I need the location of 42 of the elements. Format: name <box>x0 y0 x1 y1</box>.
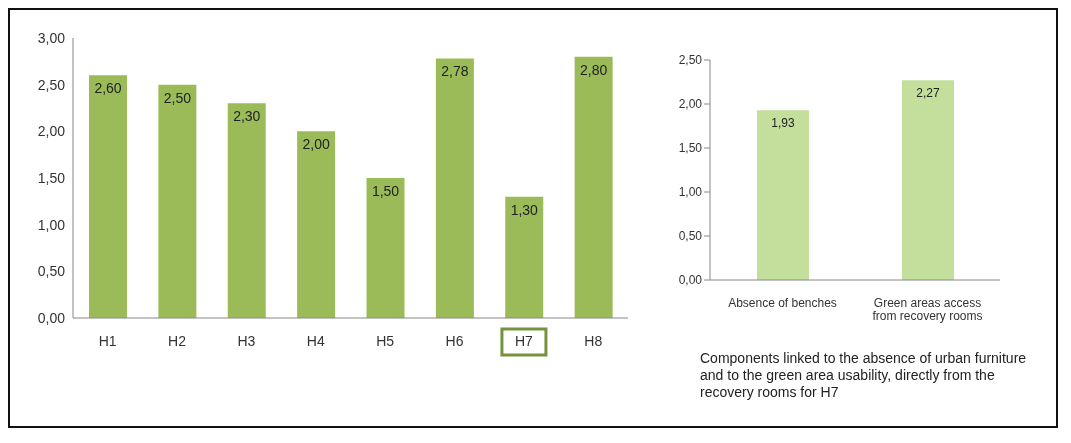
data-label: 2,27 <box>916 85 940 100</box>
y-tick-label: 2,00 <box>678 97 703 112</box>
data-label: 2,00 <box>302 136 330 153</box>
y-tick-label: 0,00 <box>678 273 703 288</box>
y-tick-label: 2,50 <box>37 76 66 93</box>
y-tick-label: 2,50 <box>678 53 703 68</box>
data-label: 2,60 <box>94 80 122 97</box>
x-tick-label: H8 <box>584 332 603 349</box>
x-tick-label: Absence of benches <box>728 295 837 310</box>
bar <box>227 103 266 318</box>
data-label: 1,30 <box>510 201 539 218</box>
text: Components linked to the absence of urban furniture and to the green area usability, directly from the recovery rooms for H7 <box>700 350 1028 401</box>
data-label: 2,80 <box>580 61 608 78</box>
x-tick-label: H1 <box>98 332 117 349</box>
x-tick-label: H4 <box>306 332 325 349</box>
y-tick-label: 0,00 <box>37 309 66 326</box>
y-tick-label: 1,00 <box>678 185 703 200</box>
x-tick-label: H6 <box>445 332 464 349</box>
y-tick-label: 1,50 <box>37 169 66 186</box>
bar <box>366 178 405 318</box>
bar <box>297 131 336 318</box>
y-tick-label: 0,50 <box>678 229 703 244</box>
y-tick-label: 0,50 <box>37 263 66 280</box>
bar <box>89 75 127 318</box>
x-tick-label: Green areas access from recovery rooms <box>872 295 983 324</box>
bar <box>505 196 544 318</box>
data-label: 1,93 <box>771 115 795 130</box>
bar <box>574 56 613 318</box>
x-tick-label: H5 <box>376 332 395 349</box>
y-tick-label: 1,00 <box>37 216 66 233</box>
data-label: 2,30 <box>233 108 261 125</box>
bar <box>435 58 474 318</box>
x-tick-label: H7 <box>514 332 534 349</box>
y-tick-label: 2,00 <box>37 123 66 140</box>
data-label: 1,50 <box>371 182 400 199</box>
data-label: 2,50 <box>163 89 192 106</box>
x-tick-label: H3 <box>237 332 256 349</box>
y-tick-label: 1,50 <box>678 141 703 156</box>
bar <box>158 84 197 318</box>
data-label: 2,78 <box>441 63 469 80</box>
x-tick-label: H2 <box>168 332 187 349</box>
y-tick-label: 3,00 <box>37 29 66 46</box>
